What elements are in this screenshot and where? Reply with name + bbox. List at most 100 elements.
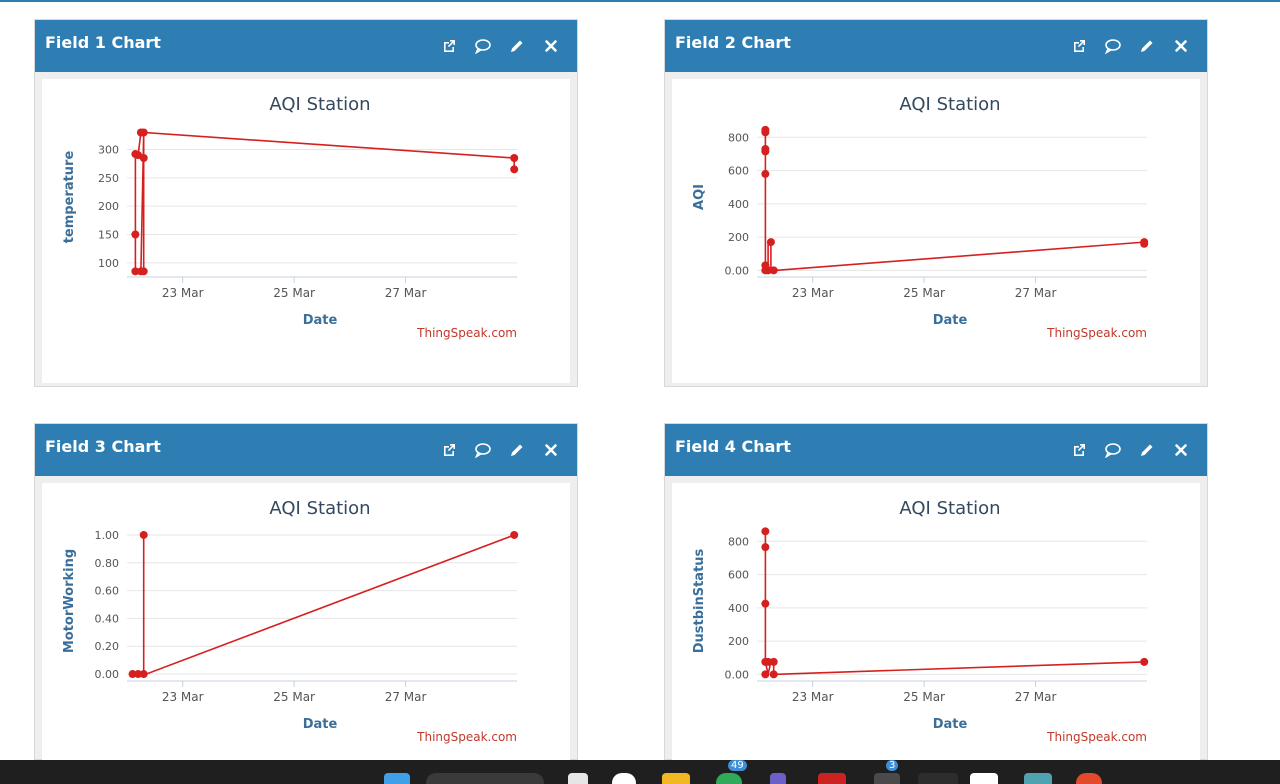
data-point[interactable] [761, 147, 770, 156]
data-point[interactable] [510, 165, 519, 174]
data-point[interactable] [1140, 239, 1149, 248]
panel-header: Field 2 Chart [665, 20, 1207, 72]
y-tick-label: 200 [98, 200, 119, 213]
y-tick-label: 400 [728, 602, 749, 615]
windows-start-icon[interactable] [384, 773, 410, 784]
comment-icon[interactable] [1103, 440, 1123, 460]
close-icon[interactable] [541, 36, 561, 56]
pencil-icon[interactable] [507, 36, 527, 56]
data-point[interactable] [134, 670, 143, 679]
data-point[interactable] [761, 169, 770, 178]
chart-title: AQI Station [269, 94, 370, 115]
app-icon[interactable] [1024, 773, 1052, 784]
y-tick-label: 200 [728, 635, 749, 648]
external-link-icon[interactable] [1069, 440, 1089, 460]
close-icon[interactable] [1171, 36, 1191, 56]
chart-title: AQI Station [269, 498, 370, 519]
x-tick-label: 25 Mar [273, 690, 315, 704]
x-tick-label: 27 Mar [1015, 286, 1057, 300]
external-link-icon[interactable] [1069, 36, 1089, 56]
notification-badge: 3 [886, 760, 899, 771]
credit-label: ThingSpeak.com [416, 730, 517, 744]
y-tick-label: 200 [728, 231, 749, 244]
x-tick-label: 25 Mar [903, 690, 945, 704]
data-point[interactable] [761, 670, 770, 679]
credit-label: ThingSpeak.com [1046, 326, 1147, 340]
data-point[interactable] [139, 530, 148, 539]
x-axis-label: Date [303, 313, 338, 328]
x-tick-label: 23 Mar [162, 690, 204, 704]
data-point[interactable] [761, 128, 770, 137]
close-icon[interactable] [541, 440, 561, 460]
data-point[interactable] [139, 154, 148, 162]
y-tick-label: 0.00 [725, 264, 750, 277]
data-point[interactable] [766, 238, 775, 247]
data-point[interactable] [139, 267, 148, 276]
field-4-chart-panel: Field 4 Chart AQI Station DustbinStatus … [664, 423, 1208, 761]
panel-title: Field 2 Chart [675, 33, 791, 52]
chart-area: AQI Station DustbinStatus Date ThingSpea… [672, 483, 1200, 761]
data-point[interactable] [131, 230, 140, 239]
x-tick-label: 27 Mar [1015, 690, 1057, 704]
data-point[interactable] [764, 657, 773, 666]
y-axis-label: AQI [692, 184, 707, 210]
y-tick-label: 0.20 [95, 640, 120, 653]
y-tick-label: 0.00 [95, 668, 120, 681]
app-icon[interactable] [874, 773, 900, 784]
file-explorer-icon[interactable] [662, 773, 690, 784]
panel-title: Field 1 Chart [45, 33, 161, 52]
top-border [0, 0, 1280, 2]
data-point[interactable] [769, 657, 778, 666]
data-point[interactable] [761, 266, 770, 275]
y-tick-label: 1.00 [95, 529, 120, 542]
x-tick-label: 27 Mar [385, 690, 427, 704]
data-point[interactable] [769, 670, 778, 679]
pencil-icon[interactable] [507, 440, 527, 460]
data-point[interactable] [769, 266, 778, 275]
pencil-icon[interactable] [1137, 36, 1157, 56]
pencil-icon[interactable] [1137, 440, 1157, 460]
task-view-icon[interactable] [568, 773, 588, 784]
line-chart: AQI Station temperature Date ThingSpeak.… [62, 94, 519, 340]
data-point[interactable] [510, 530, 519, 539]
panel-title: Field 3 Chart [45, 437, 161, 456]
data-point[interactable] [761, 599, 770, 608]
x-tick-label: 25 Mar [903, 286, 945, 300]
external-link-icon[interactable] [439, 440, 459, 460]
notification-badge: 49 [728, 760, 747, 771]
app-icon[interactable] [918, 773, 958, 784]
y-tick-label: 600 [728, 569, 749, 582]
app-icon[interactable] [970, 773, 998, 784]
series-line [764, 531, 1145, 676]
data-point[interactable] [1140, 657, 1149, 666]
series-line [764, 129, 1146, 272]
close-icon[interactable] [1171, 440, 1191, 460]
field-3-chart-panel: Field 3 Chart AQI Station MotorWorking D… [34, 423, 578, 761]
external-link-icon[interactable] [439, 36, 459, 56]
line-chart: AQI Station DustbinStatus Date ThingSpea… [692, 498, 1149, 744]
x-tick-label: 23 Mar [162, 286, 204, 300]
data-point[interactable] [139, 670, 148, 679]
y-tick-label: 250 [98, 172, 119, 185]
taskbar-search-box[interactable] [426, 773, 544, 784]
comment-icon[interactable] [473, 36, 493, 56]
panel-header: Field 1 Chart [35, 20, 577, 72]
data-point[interactable] [761, 527, 770, 536]
data-point[interactable] [139, 128, 148, 137]
app-icon[interactable] [818, 773, 846, 784]
comment-icon[interactable] [1103, 36, 1123, 56]
app-icon[interactable] [716, 773, 742, 784]
app-icon[interactable] [1076, 773, 1102, 784]
chrome-icon[interactable] [612, 773, 636, 784]
taskbar: 49 3 [0, 760, 1280, 784]
y-tick-label: 100 [98, 257, 119, 270]
line-chart: AQI Station AQI Date ThingSpeak.com 0.00… [692, 94, 1149, 340]
data-point[interactable] [510, 154, 519, 162]
app-icon[interactable] [770, 773, 786, 784]
x-tick-label: 23 Mar [792, 690, 834, 704]
comment-icon[interactable] [473, 440, 493, 460]
x-axis-label: Date [933, 313, 968, 328]
data-point[interactable] [761, 543, 770, 552]
data-point[interactable] [128, 670, 137, 679]
data-point[interactable] [131, 267, 140, 276]
